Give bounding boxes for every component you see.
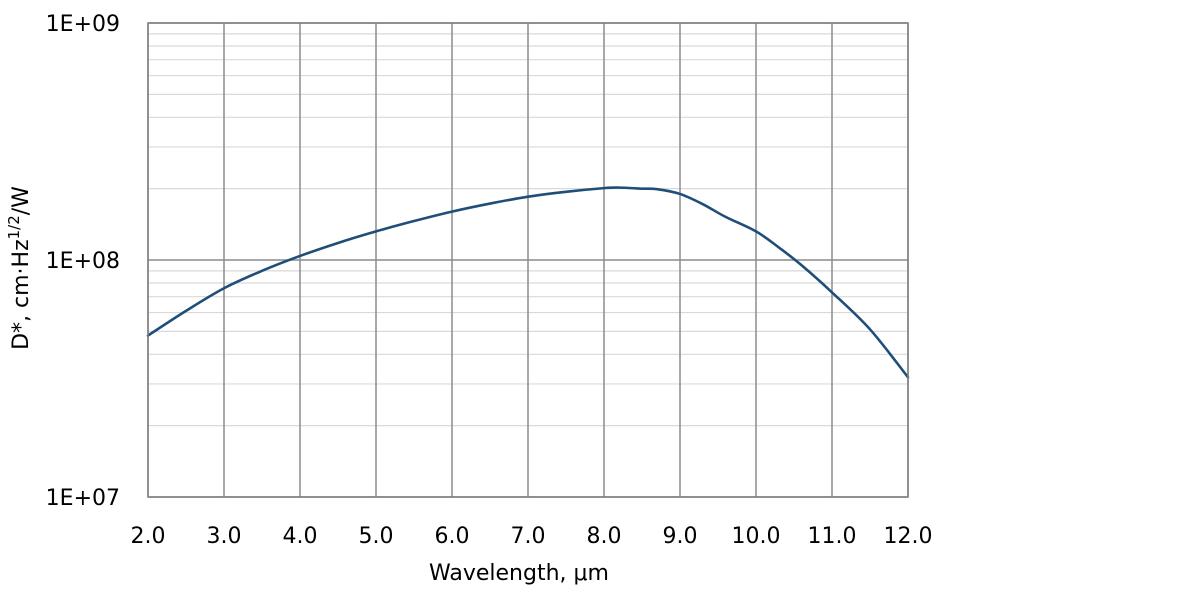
y-tick-label: 1E+07	[46, 486, 120, 511]
x-tick-label: 12.0	[884, 524, 933, 549]
y-axis-label-superscript: 1/2	[5, 215, 23, 239]
grid	[147, 22, 909, 498]
x-axis-label: Wavelength, μm	[429, 561, 609, 586]
y-axis-label: D*, cm·Hz1/2/W	[5, 186, 34, 350]
plot-frame	[147, 22, 909, 498]
y-axis-label-suffix: /W	[9, 186, 34, 215]
x-tick-label: 11.0	[808, 524, 857, 549]
series-line	[146, 186, 910, 379]
x-tick-label: 9.0	[663, 524, 698, 549]
x-tick-label: 4.0	[283, 524, 318, 549]
x-tick-label: 2.0	[131, 524, 166, 549]
y-tick-label: 1E+09	[46, 12, 120, 37]
y-axis-label-prefix: D*, cm·Hz	[9, 239, 34, 350]
x-tick-label: 10.0	[732, 524, 781, 549]
x-tick-labels: 2.0 3.0 4.0 5.0 6.0 7.0 8.0 9.0 10.0 11.0 12.0	[131, 524, 933, 549]
y-tick-label: 1E+08	[46, 249, 120, 274]
x-tick-label: 3.0	[207, 524, 242, 549]
series-layer	[146, 186, 910, 379]
x-tick-label: 5.0	[359, 524, 394, 549]
y-tick-labels: 1E+07 1E+08 1E+09	[46, 12, 120, 511]
x-tick-label: 6.0	[435, 524, 470, 549]
x-tick-label: 8.0	[587, 524, 622, 549]
x-tick-label: 7.0	[511, 524, 546, 549]
